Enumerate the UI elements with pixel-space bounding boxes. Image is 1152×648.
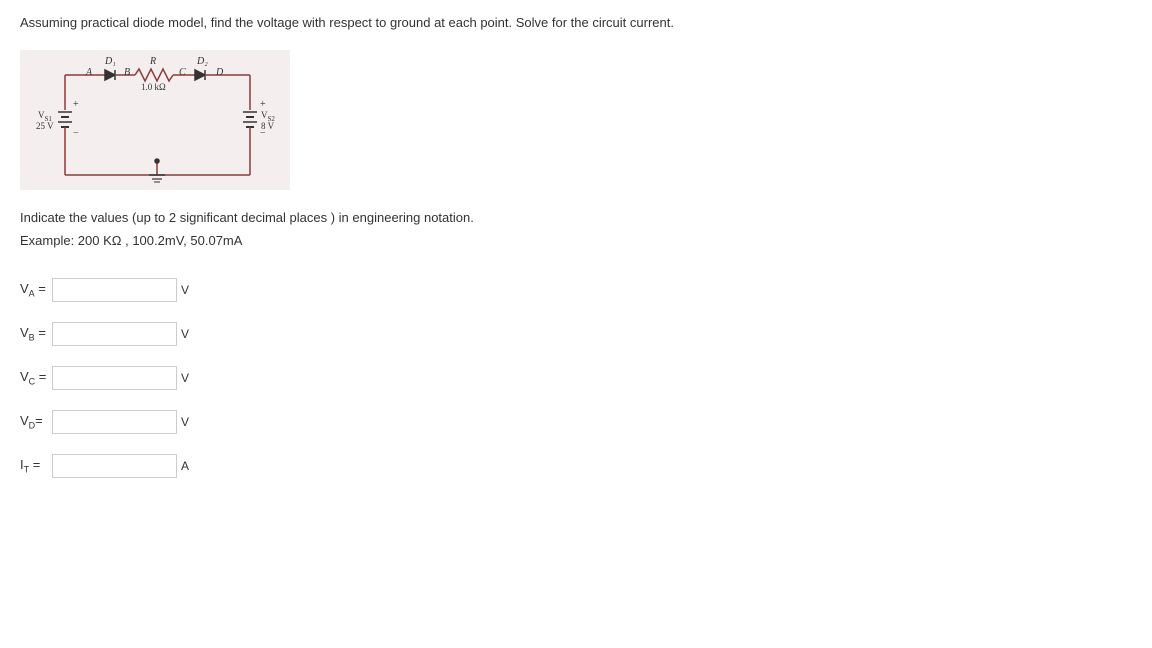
vs1-minus: − [73, 128, 79, 139]
answer-input-c[interactable] [52, 366, 177, 390]
answer-unit-d: V [181, 415, 189, 429]
vs1-plus: + [73, 99, 79, 110]
circuit-svg [20, 50, 290, 190]
answer-unit-a: V [181, 283, 189, 297]
answer-input-d[interactable] [52, 410, 177, 434]
answer-input-b[interactable] [52, 322, 177, 346]
node-c-label: C [179, 67, 186, 78]
answer-unit-b: V [181, 327, 189, 341]
answer-input-t[interactable] [52, 454, 177, 478]
answer-row-t: IT = A [20, 454, 1132, 478]
answer-row-c: VC = V [20, 366, 1132, 390]
answer-label-d: VD= [20, 413, 50, 431]
answers-container: VA = V VB = V VC = V VD= V IT = A [20, 278, 1132, 478]
answer-unit-c: V [181, 371, 189, 385]
resistor-value-label: 1.0 kΩ [141, 82, 166, 92]
answer-input-a[interactable] [52, 278, 177, 302]
instruction-text: Indicate the values (up to 2 significant… [20, 210, 1132, 225]
answer-row-d: VD= V [20, 410, 1132, 434]
example-text: Example: 200 KΩ , 100.2mV, 50.07mA [20, 233, 1132, 248]
vs2-plus: + [260, 99, 266, 110]
node-a-label: A [86, 67, 92, 78]
node-d-label: D [216, 67, 223, 78]
answer-label-t: IT = [20, 457, 50, 475]
node-b-label: B [124, 67, 130, 78]
resistor-r-label: R [150, 56, 156, 67]
answer-row-a: VA = V [20, 278, 1132, 302]
answer-label-b: VB = [20, 325, 50, 343]
circuit-diagram: A D₁ B R 1.0 kΩ C D₂ D + VS1 25 V − + VS… [20, 50, 290, 190]
vs2-minus: − [260, 128, 266, 139]
answer-row-b: VB = V [20, 322, 1132, 346]
answer-label-c: VC = [20, 369, 50, 387]
diode-d2-label: D₂ [197, 56, 208, 67]
diode-d1-label: D₁ [105, 56, 116, 67]
vs1-value: 25 V [36, 121, 54, 131]
question-text: Assuming practical diode model, find the… [20, 15, 1132, 30]
answer-unit-t: A [181, 459, 189, 473]
answer-label-a: VA = [20, 281, 50, 299]
